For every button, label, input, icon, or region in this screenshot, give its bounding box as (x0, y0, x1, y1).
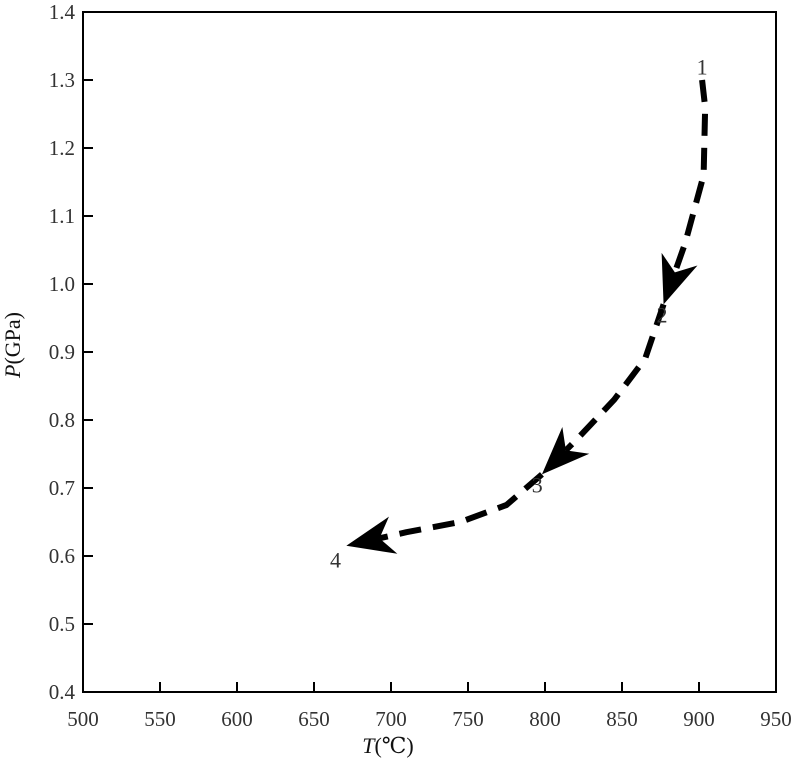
y-tick-label: 0.9 (49, 340, 75, 364)
pt-path-segment-1-2 (672, 79, 709, 274)
y-tick-label: 0.8 (49, 408, 75, 432)
y-tick-label: 0.5 (49, 612, 75, 636)
x-tick-label: 850 (606, 707, 638, 731)
y-tick-label: 0.4 (49, 680, 76, 704)
y-tick-label: 1.4 (49, 0, 76, 24)
pt-path-segment-3-4 (378, 472, 544, 542)
point-label-4: 4 (330, 547, 341, 572)
pt-path-segment-2-3 (563, 303, 667, 453)
y-tick-label: 0.7 (49, 476, 75, 500)
x-tick-label: 550 (144, 707, 176, 731)
pt-path-arrowheads (346, 252, 698, 554)
arrowhead-to-point-2 (661, 252, 698, 305)
y-axis-unit: (GPa) (0, 312, 25, 365)
y-tick-labels: 0.4 0.5 0.6 0.7 0.8 0.9 1.0 1.1 1.2 1.3 1.4 (49, 0, 76, 704)
y-tick-label: 0.6 (49, 544, 75, 568)
pt-point-labels: 1 2 3 4 (330, 54, 708, 572)
y-tick-label: 1.2 (49, 136, 75, 160)
x-tick-label: 600 (221, 707, 253, 731)
y-axis-variable: P (0, 365, 25, 379)
y-tick-label: 1.3 (49, 68, 75, 92)
x-axis-variable: T (362, 733, 376, 758)
point-label-2: 2 (657, 303, 668, 328)
axis-ticks (82, 11, 777, 693)
x-tick-label: 700 (375, 707, 407, 731)
x-tick-labels: 500 550 600 650 700 750 800 850 900 950 (67, 707, 792, 731)
x-tick-label: 800 (529, 707, 561, 731)
point-label-1: 1 (697, 54, 708, 79)
pt-path-segments (378, 79, 709, 542)
y-tick-label: 1.0 (49, 272, 75, 296)
arrowhead-to-point-3 (541, 426, 590, 475)
x-tick-label: 950 (760, 707, 792, 731)
plot-frame (82, 11, 777, 693)
y-axis-label: P(GPa) (0, 312, 25, 379)
x-tick-label: 650 (298, 707, 330, 731)
point-label-3: 3 (532, 473, 543, 498)
x-axis-label: T(℃) (362, 733, 414, 758)
x-tick-label: 500 (67, 707, 99, 731)
x-tick-label: 750 (452, 707, 484, 731)
y-tick-label: 1.1 (49, 204, 75, 228)
x-axis-unit: (℃) (374, 733, 413, 758)
x-tick-label: 900 (683, 707, 715, 731)
arrowhead-to-point-4 (346, 516, 398, 554)
